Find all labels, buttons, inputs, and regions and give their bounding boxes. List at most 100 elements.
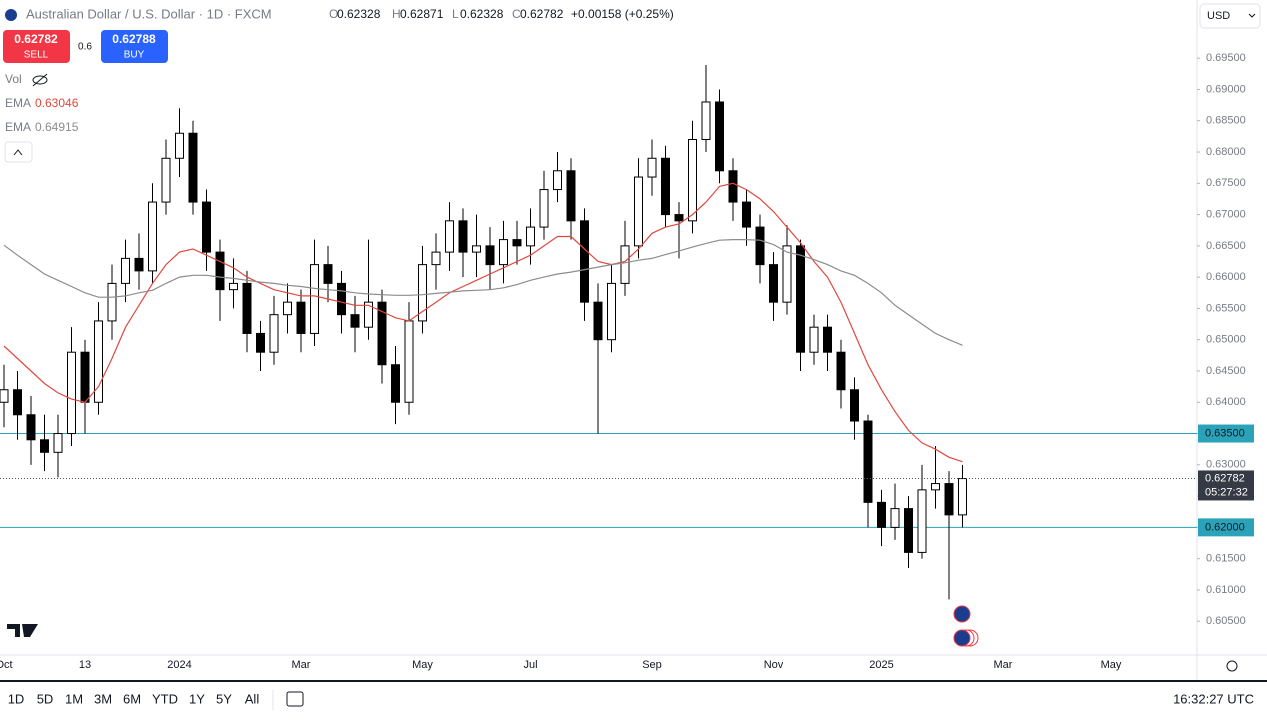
y-tick-label: 0.66000: [1206, 271, 1246, 283]
candle-body: [499, 239, 508, 266]
ohlc-key: H: [392, 7, 401, 21]
sell-label[interactable]: SELL: [24, 50, 49, 61]
buy-label[interactable]: BUY: [124, 50, 145, 61]
x-tick-label: Jul: [523, 659, 537, 671]
range-button[interactable]: 3M: [94, 691, 112, 706]
candle-body: [26, 414, 36, 441]
candle-body: [944, 483, 954, 516]
candle-body: [485, 245, 495, 266]
x-tick-label: 2025: [869, 659, 893, 671]
y-tick-label: 0.69500: [1206, 52, 1246, 64]
candle-body: [94, 320, 103, 403]
y-tick-label: 0.65000: [1206, 334, 1246, 346]
collapse-button[interactable]: [4, 141, 33, 163]
candle-body: [647, 157, 657, 178]
event-flags[interactable]: [953, 605, 979, 647]
buy-button[interactable]: [101, 30, 168, 63]
y-tick-label: 0.67000: [1206, 208, 1246, 220]
currency-dropdown[interactable]: [1199, 3, 1261, 29]
x-tick-label: May: [1101, 659, 1122, 671]
sell-button[interactable]: [3, 30, 70, 63]
clock: 16:32:27 UTC: [1173, 691, 1254, 706]
candle-body: [553, 170, 562, 191]
candle-body: [80, 351, 90, 403]
buy-price[interactable]: 0.62788: [112, 32, 156, 46]
candle-body: [634, 176, 643, 247]
ohlc-value: 0.62782: [520, 7, 564, 21]
sell-price[interactable]: 0.62782: [14, 32, 58, 46]
current-price-label: 0.62782: [1205, 472, 1245, 484]
candle-body: [539, 189, 549, 228]
y-tick-label: 0.60500: [1206, 615, 1246, 627]
x-tick-label: Oct: [0, 659, 13, 671]
candle-body: [431, 251, 441, 266]
candle-body: [391, 364, 400, 403]
candle-body: [769, 264, 778, 303]
ohlc-key: L: [452, 7, 459, 21]
range-button[interactable]: YTD: [152, 691, 178, 706]
horizontal-line-label: 0.62000: [1205, 521, 1245, 533]
candle-body: [755, 226, 765, 266]
candle-body: [310, 264, 319, 334]
range-button[interactable]: 1M: [65, 691, 83, 706]
candle-body: [350, 314, 360, 328]
toolbar-border: [0, 680, 1267, 682]
y-tick-label: 0.65500: [1206, 302, 1246, 314]
candle-body: [229, 282, 238, 291]
currency[interactable]: USD: [1207, 10, 1230, 22]
candle-body: [526, 226, 535, 247]
candle-body: [242, 282, 252, 334]
indicator-value: 0.63046: [35, 96, 79, 110]
candle-body: [863, 420, 873, 503]
candle-body: [890, 508, 900, 528]
range-button[interactable]: All: [245, 691, 260, 706]
y-tick-label: 0.66500: [1206, 240, 1246, 252]
indicator-name: EMA: [5, 96, 31, 110]
candle-body: [188, 132, 198, 203]
ema-line: [3, 182, 963, 463]
calendar-icon[interactable]: [286, 691, 304, 707]
candle-body: [445, 220, 454, 253]
candle-body: [283, 301, 292, 316]
ema-line: [3, 239, 963, 346]
change: +0.00158 (+0.25%): [571, 7, 674, 21]
candle-body: [607, 282, 616, 341]
x-tick-label: Mar: [994, 659, 1013, 671]
candle-body: [904, 508, 913, 553]
candle-body: [134, 257, 144, 272]
candle-body: [40, 439, 49, 453]
y-tick-label: 0.67500: [1206, 177, 1246, 189]
x-tick-label: 13: [79, 659, 91, 671]
y-tick-label: 0.68500: [1206, 115, 1246, 127]
candle-body: [53, 433, 63, 453]
indicator-name: EMA: [5, 120, 31, 134]
range-button[interactable]: 1D: [8, 691, 25, 706]
candle-body: [0, 389, 9, 403]
candle-body: [958, 478, 967, 516]
x-tick-label: Sep: [642, 659, 662, 671]
ohlc-key: C: [512, 7, 521, 21]
y-tick-label: 0.63000: [1206, 459, 1246, 471]
y-tick-label: 0.64500: [1206, 365, 1246, 377]
settings-icon[interactable]: [1226, 660, 1238, 672]
candle-body: [377, 301, 387, 366]
range-button[interactable]: 6M: [123, 691, 141, 706]
candle-body: [701, 101, 711, 141]
range-button[interactable]: 1Y: [189, 691, 205, 706]
eye-icon[interactable]: [32, 73, 48, 87]
candle-body: [877, 501, 886, 528]
candle-body: [836, 351, 846, 391]
candle-body: [148, 201, 157, 272]
candle-body: [823, 326, 832, 353]
candle-body: [215, 251, 225, 291]
range-button[interactable]: 5Y: [216, 691, 232, 706]
y-tick-label: 0.61000: [1206, 584, 1246, 596]
range-button[interactable]: 5D: [37, 691, 54, 706]
x-tick-label: Mar: [292, 659, 311, 671]
x-tick-label: Nov: [764, 659, 784, 671]
candle-body: [850, 389, 859, 422]
symbol-flag: [5, 9, 17, 21]
candle-body: [580, 220, 589, 303]
candle-body: [404, 320, 414, 403]
